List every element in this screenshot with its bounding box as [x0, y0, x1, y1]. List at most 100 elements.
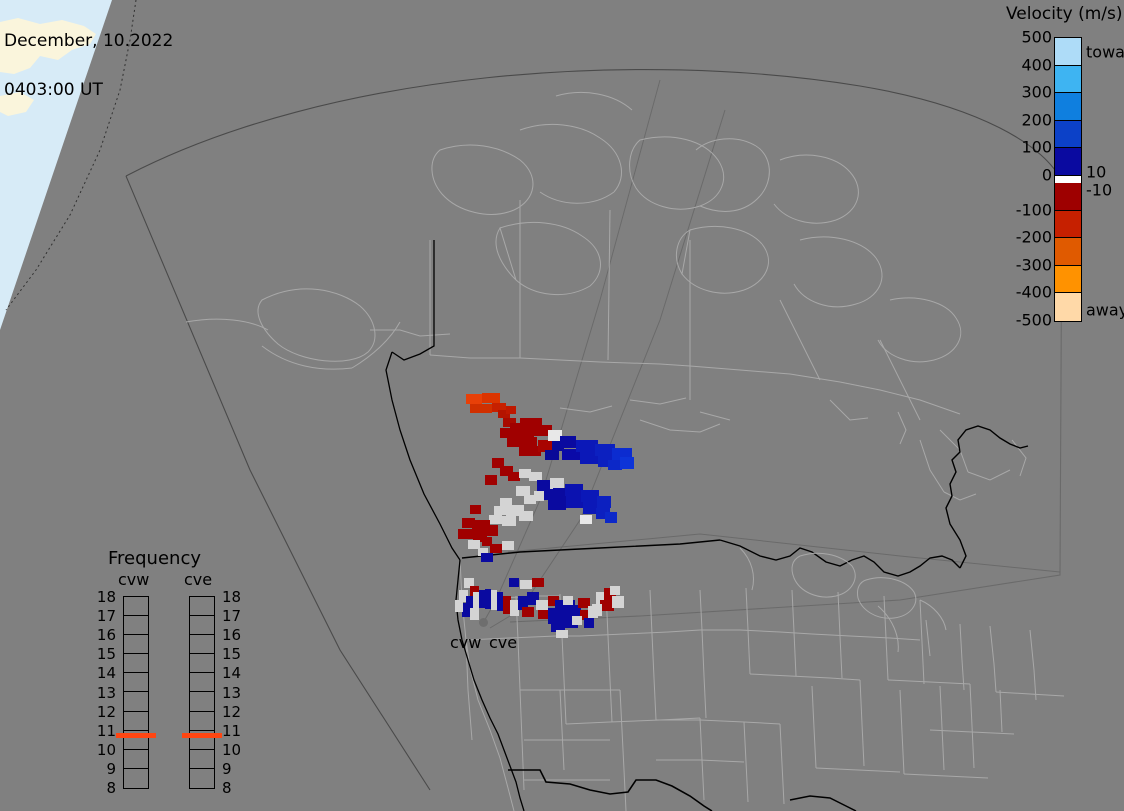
frequency-tick-left-11: 11 — [96, 721, 116, 740]
timestamp: December, 10.2022 0403:00 UT — [4, 1, 173, 131]
northeast-coastline — [945, 425, 1029, 569]
velocity-tick-100: 100 — [1021, 137, 1052, 157]
velocity-cell — [485, 475, 497, 485]
gulf-coast — [789, 795, 857, 811]
frequency-tick-left-18: 18 — [96, 588, 116, 606]
velocity-color-block-4 — [1055, 148, 1081, 176]
us-mexico-border — [508, 769, 713, 811]
velocity-cell — [509, 578, 519, 587]
timestamp-date: December, 10.2022 — [4, 31, 174, 51]
velocity-cell — [506, 505, 524, 516]
frequency-segment — [124, 597, 148, 617]
frequency-segment — [124, 692, 148, 712]
velocity-cell — [600, 600, 614, 611]
velocity-cell — [473, 532, 487, 542]
frequency-tick-left-17: 17 — [96, 607, 116, 626]
frequency-segment — [124, 616, 148, 636]
velocity-cell — [572, 616, 582, 625]
velocity-color-block-1 — [1055, 65, 1081, 94]
velocity-cell — [520, 580, 532, 589]
velocity-cell — [470, 608, 479, 620]
velocity-tick--100: -100 — [1015, 200, 1052, 220]
frequency-tick-left-16: 16 — [96, 626, 116, 645]
frequency-legend: Frequency cvw cve 18 18 17 17 16 16 15 15 14 14 13 13… — [82, 548, 242, 797]
velocity-cell — [612, 596, 624, 608]
velocity-cell — [472, 520, 490, 532]
velocity-cell — [580, 515, 592, 524]
velocity-cell — [597, 496, 611, 508]
velocity-cell — [529, 472, 542, 481]
velocity-cell — [620, 457, 634, 469]
velocity-cell — [508, 472, 520, 481]
velocity-cell — [596, 508, 610, 519]
velocity-cell — [498, 410, 510, 418]
velocity-cell — [470, 586, 479, 596]
velocity-cell — [519, 511, 533, 521]
velocity-cell — [584, 618, 594, 628]
frequency-tick-right-18: 18 — [222, 588, 242, 606]
velocity-tick-400: 400 — [1021, 55, 1052, 75]
velocity-cell — [470, 404, 492, 413]
frequency-segment — [190, 635, 214, 655]
canada-borders — [185, 91, 1027, 501]
velocity-cell — [598, 456, 616, 467]
alaska-canada-border — [391, 240, 435, 361]
velocity-cell — [534, 491, 544, 501]
velocity-cell — [510, 600, 519, 616]
velocity-cell — [497, 592, 503, 611]
frequency-segment — [124, 769, 148, 788]
velocity-color-block-6 — [1055, 182, 1081, 211]
velocity-cell — [565, 484, 583, 496]
meridian-line — [5, 0, 137, 311]
velocity-cell — [502, 516, 516, 526]
velocity-cell — [506, 406, 516, 414]
us-state-borders — [459, 559, 1065, 811]
land-polygon-kamchatka — [0, 18, 96, 74]
frequency-scale-cve — [189, 596, 215, 789]
velocity-cell — [580, 610, 590, 620]
velocity-cell — [491, 590, 497, 610]
frequency-marker-cvw — [116, 732, 156, 738]
velocity-cell — [536, 600, 548, 610]
velocity-color-block-3 — [1055, 120, 1081, 149]
velocity-cell — [489, 515, 502, 524]
frequency-tick-right-14: 14 — [222, 664, 242, 683]
fov-edge-west — [125, 175, 431, 791]
velocity-cell — [560, 436, 576, 448]
frequency-scale-cvw — [123, 596, 149, 789]
velocity-cell — [563, 596, 573, 605]
frequency-tick-right-9: 9 — [222, 759, 232, 778]
velocity-color-block-9 — [1055, 265, 1081, 294]
velocity-cell — [576, 440, 598, 452]
frequency-tick-left-15: 15 — [96, 645, 116, 664]
velocity-cell — [538, 440, 552, 452]
frequency-tick-left-8: 8 — [106, 779, 116, 797]
frequency-segment — [190, 616, 214, 636]
velocity-cell — [556, 630, 568, 638]
velocity-cell — [490, 544, 502, 553]
velocity-cell — [552, 441, 564, 451]
frequency-segment — [124, 731, 148, 750]
velocity-cell — [492, 458, 504, 468]
radar-site-marker — [479, 618, 488, 627]
great-lakes-outline — [739, 547, 947, 653]
timestamp-time: 0403:00 UT — [4, 80, 103, 100]
velocity-color-block-8 — [1055, 238, 1081, 266]
velocity-cell — [548, 430, 562, 441]
velocity-cell — [608, 460, 622, 470]
velocity-cell — [569, 605, 581, 619]
frequency-tick-left-9: 9 — [106, 759, 116, 778]
velocity-cell — [519, 469, 531, 478]
frequency-segment — [124, 635, 148, 655]
velocity-cell — [550, 478, 564, 489]
velocity-cell — [466, 394, 482, 404]
frequency-tick-right-13: 13 — [222, 683, 242, 702]
frequency-segment — [124, 750, 148, 769]
velocity-cell — [462, 603, 471, 617]
site-label-cvw: cvw — [450, 633, 482, 652]
velocity-tick-0: 0 — [1041, 165, 1052, 185]
velocity-cell — [578, 598, 590, 608]
